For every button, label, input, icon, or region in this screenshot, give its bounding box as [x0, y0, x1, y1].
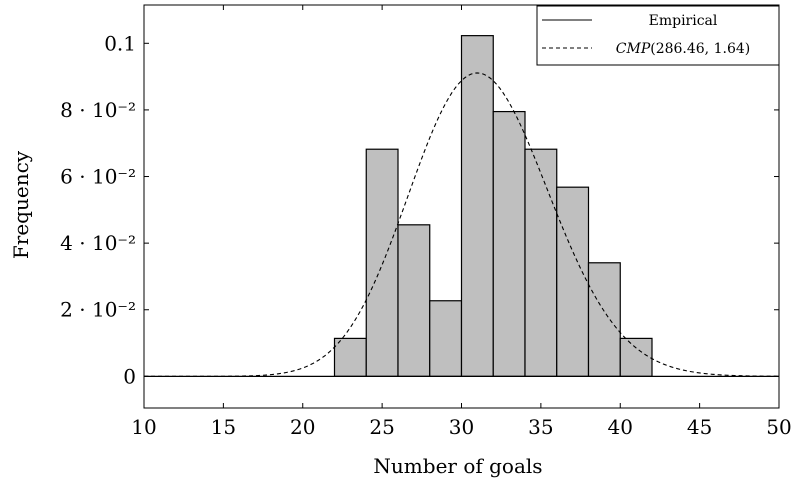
legend-empirical-label: Empirical [649, 13, 718, 29]
x-tick-label: 30 [449, 415, 474, 439]
legend-cmp-label: CMP(286.46, 1.64) [616, 41, 750, 57]
x-tick-label: 15 [211, 415, 236, 439]
histogram-bar [429, 300, 463, 377]
histogram-bar [619, 337, 653, 377]
x-tick-label: 25 [369, 415, 394, 439]
legend-cmp-name: CMP [616, 41, 651, 57]
y-tick-label: 2 · 10⁻² [60, 298, 136, 322]
x-axis-ticks: 10 15 20 25 30 35 40 45 50 [131, 5, 792, 439]
histogram-bar [492, 110, 526, 377]
y-axis-ticks: 0 2 · 10⁻² 4 · 10⁻² 6 · 10⁻² 8 · 10⁻² 0.1 [60, 31, 779, 388]
x-tick-label: 35 [528, 415, 553, 439]
y-tick-label: 0.1 [104, 31, 136, 55]
histogram-bar [587, 262, 621, 377]
histogram-bar [365, 148, 399, 377]
legend-cmp-params: (286.46, 1.64) [650, 41, 750, 57]
cmp-curve [144, 72, 780, 377]
legend: Empirical CMP(286.46, 1.64) [536, 5, 780, 66]
legend-box [536, 5, 780, 66]
x-tick-label: 45 [687, 415, 712, 439]
y-axis-label: Frequency [9, 150, 33, 259]
x-tick-label: 10 [131, 415, 156, 439]
histogram-bar [460, 35, 494, 377]
x-axis-label: Number of goals [373, 454, 542, 478]
histogram-bar [397, 224, 431, 377]
histogram-bars [333, 35, 653, 377]
x-tick-label: 50 [766, 415, 791, 439]
y-tick-label: 4 · 10⁻² [60, 231, 136, 255]
x-tick-label: 20 [290, 415, 315, 439]
histogram-bar [333, 337, 367, 377]
x-tick-label: 40 [608, 415, 633, 439]
y-tick-label: 6 · 10⁻² [60, 165, 136, 189]
histogram-bar [556, 186, 590, 377]
y-tick-label: 0 [123, 364, 136, 388]
y-tick-label: 8 · 10⁻² [60, 98, 136, 122]
histogram-bar [524, 148, 558, 377]
